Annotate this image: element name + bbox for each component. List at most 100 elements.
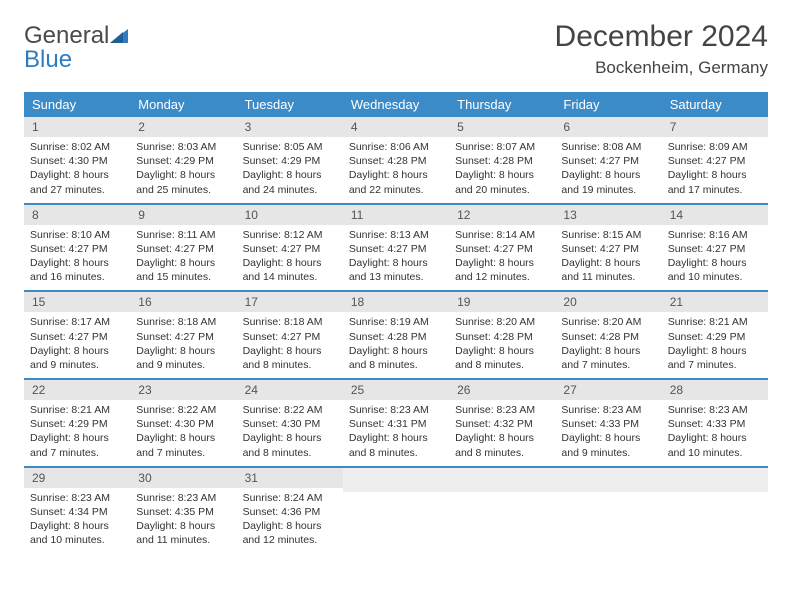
sunrise-line: Sunrise: 8:23 AM (349, 403, 443, 417)
sunset-line: Sunset: 4:27 PM (668, 242, 762, 256)
sunset-line: Sunset: 4:36 PM (243, 505, 337, 519)
day-details: Sunrise: 8:18 AMSunset: 4:27 PMDaylight:… (130, 312, 236, 378)
sunrise-line: Sunrise: 8:13 AM (349, 228, 443, 242)
brand-logo: General Blue (24, 20, 128, 72)
calendar-cell: 19Sunrise: 8:20 AMSunset: 4:28 PMDayligh… (449, 291, 555, 379)
calendar-cell: 18Sunrise: 8:19 AMSunset: 4:28 PMDayligh… (343, 291, 449, 379)
sunrise-line: Sunrise: 8:05 AM (243, 140, 337, 154)
sunset-line: Sunset: 4:27 PM (455, 242, 549, 256)
daylight-line: Daylight: 8 hours and 11 minutes. (136, 519, 230, 547)
sunset-line: Sunset: 4:28 PM (455, 154, 549, 168)
calendar-cell: 21Sunrise: 8:21 AMSunset: 4:29 PMDayligh… (662, 291, 768, 379)
brand-sail-icon (110, 24, 128, 48)
calendar-cell: 24Sunrise: 8:22 AMSunset: 4:30 PMDayligh… (237, 379, 343, 467)
daylight-line: Daylight: 8 hours and 9 minutes. (561, 431, 655, 459)
sunrise-line: Sunrise: 8:11 AM (136, 228, 230, 242)
sunset-line: Sunset: 4:31 PM (349, 417, 443, 431)
brand-text: General Blue (24, 24, 128, 72)
weekday-header: Tuesday (237, 92, 343, 117)
sunrise-line: Sunrise: 8:24 AM (243, 491, 337, 505)
sunrise-line: Sunrise: 8:22 AM (136, 403, 230, 417)
day-details: Sunrise: 8:19 AMSunset: 4:28 PMDaylight:… (343, 312, 449, 378)
day-number: 8 (24, 205, 130, 225)
day-details: Sunrise: 8:18 AMSunset: 4:27 PMDaylight:… (237, 312, 343, 378)
daylight-line: Daylight: 8 hours and 11 minutes. (561, 256, 655, 284)
calendar-cell: 16Sunrise: 8:18 AMSunset: 4:27 PMDayligh… (130, 291, 236, 379)
daylight-line: Daylight: 8 hours and 12 minutes. (243, 519, 337, 547)
day-details: Sunrise: 8:23 AMSunset: 4:32 PMDaylight:… (449, 400, 555, 466)
calendar-cell: 8Sunrise: 8:10 AMSunset: 4:27 PMDaylight… (24, 204, 130, 292)
day-number: 26 (449, 380, 555, 400)
day-number: 4 (343, 117, 449, 137)
day-details: Sunrise: 8:09 AMSunset: 4:27 PMDaylight:… (662, 137, 768, 203)
day-number: 16 (130, 292, 236, 312)
sunset-line: Sunset: 4:35 PM (136, 505, 230, 519)
day-number: 30 (130, 468, 236, 488)
calendar-cell: 12Sunrise: 8:14 AMSunset: 4:27 PMDayligh… (449, 204, 555, 292)
sunset-line: Sunset: 4:29 PM (243, 154, 337, 168)
calendar-cell (449, 467, 555, 554)
day-number: 24 (237, 380, 343, 400)
sunset-line: Sunset: 4:29 PM (30, 417, 124, 431)
empty-day-header (662, 468, 768, 492)
sunrise-line: Sunrise: 8:20 AM (455, 315, 549, 329)
calendar-table: SundayMondayTuesdayWednesdayThursdayFrid… (24, 92, 768, 553)
daylight-line: Daylight: 8 hours and 13 minutes. (349, 256, 443, 284)
day-number: 19 (449, 292, 555, 312)
sunset-line: Sunset: 4:29 PM (136, 154, 230, 168)
daylight-line: Daylight: 8 hours and 8 minutes. (243, 344, 337, 372)
daylight-line: Daylight: 8 hours and 10 minutes. (668, 256, 762, 284)
calendar-cell: 17Sunrise: 8:18 AMSunset: 4:27 PMDayligh… (237, 291, 343, 379)
daylight-line: Daylight: 8 hours and 9 minutes. (136, 344, 230, 372)
sunrise-line: Sunrise: 8:07 AM (455, 140, 549, 154)
sunset-line: Sunset: 4:33 PM (668, 417, 762, 431)
day-details: Sunrise: 8:22 AMSunset: 4:30 PMDaylight:… (130, 400, 236, 466)
sunset-line: Sunset: 4:30 PM (243, 417, 337, 431)
location-text: Bockenheim, Germany (555, 58, 768, 78)
daylight-line: Daylight: 8 hours and 8 minutes. (455, 344, 549, 372)
daylight-line: Daylight: 8 hours and 17 minutes. (668, 168, 762, 196)
calendar-cell: 6Sunrise: 8:08 AMSunset: 4:27 PMDaylight… (555, 117, 661, 204)
daylight-line: Daylight: 8 hours and 25 minutes. (136, 168, 230, 196)
day-details: Sunrise: 8:11 AMSunset: 4:27 PMDaylight:… (130, 225, 236, 291)
day-details: Sunrise: 8:23 AMSunset: 4:31 PMDaylight:… (343, 400, 449, 466)
day-details: Sunrise: 8:13 AMSunset: 4:27 PMDaylight:… (343, 225, 449, 291)
day-number: 29 (24, 468, 130, 488)
calendar-cell: 14Sunrise: 8:16 AMSunset: 4:27 PMDayligh… (662, 204, 768, 292)
calendar-cell: 15Sunrise: 8:17 AMSunset: 4:27 PMDayligh… (24, 291, 130, 379)
day-number: 3 (237, 117, 343, 137)
day-details: Sunrise: 8:07 AMSunset: 4:28 PMDaylight:… (449, 137, 555, 203)
calendar-cell: 30 Sunrise: 8:23 AMSunset: 4:35 PMDayligh… (130, 467, 236, 554)
sunset-line: Sunset: 4:27 PM (243, 330, 337, 344)
calendar-cell: 25Sunrise: 8:23 AMSunset: 4:31 PMDayligh… (343, 379, 449, 467)
calendar-cell: 20Sunrise: 8:20 AMSunset: 4:28 PMDayligh… (555, 291, 661, 379)
weekday-header: Thursday (449, 92, 555, 117)
sunset-line: Sunset: 4:27 PM (561, 154, 655, 168)
day-details: Sunrise: 8:23 AMSunset: 4:33 PMDaylight:… (662, 400, 768, 466)
calendar-cell: 3Sunrise: 8:05 AMSunset: 4:29 PMDaylight… (237, 117, 343, 204)
day-number: 20 (555, 292, 661, 312)
brand-part1: General (24, 22, 109, 49)
daylight-line: Daylight: 8 hours and 16 minutes. (30, 256, 124, 284)
calendar-cell: 31Sunrise: 8:24 AMSunset: 4:36 PMDayligh… (237, 467, 343, 554)
sunrise-line: Sunrise: 8:23 AM (136, 491, 230, 505)
calendar-cell: 22Sunrise: 8:21 AMSunset: 4:29 PMDayligh… (24, 379, 130, 467)
brand-part2: Blue (24, 46, 72, 73)
daylight-line: Daylight: 8 hours and 14 minutes. (243, 256, 337, 284)
sunset-line: Sunset: 4:27 PM (30, 242, 124, 256)
weekday-header: Wednesday (343, 92, 449, 117)
daylight-line: Daylight: 8 hours and 22 minutes. (349, 168, 443, 196)
sunset-line: Sunset: 4:27 PM (30, 330, 124, 344)
sunrise-line: Sunrise: 8:21 AM (30, 403, 124, 417)
daylight-line: Daylight: 8 hours and 10 minutes. (668, 431, 762, 459)
day-number: 10 (237, 205, 343, 225)
daylight-line: Daylight: 8 hours and 7 minutes. (668, 344, 762, 372)
day-details: Sunrise: 8:21 AMSunset: 4:29 PMDaylight:… (24, 400, 130, 466)
daylight-line: Daylight: 8 hours and 12 minutes. (455, 256, 549, 284)
day-number: 9 (130, 205, 236, 225)
weekday-header-row: SundayMondayTuesdayWednesdayThursdayFrid… (24, 92, 768, 117)
day-details: Sunrise: 8:12 AMSunset: 4:27 PMDaylight:… (237, 225, 343, 291)
sunset-line: Sunset: 4:27 PM (561, 242, 655, 256)
sunset-line: Sunset: 4:27 PM (136, 330, 230, 344)
day-details: Sunrise: 8:20 AMSunset: 4:28 PMDaylight:… (555, 312, 661, 378)
